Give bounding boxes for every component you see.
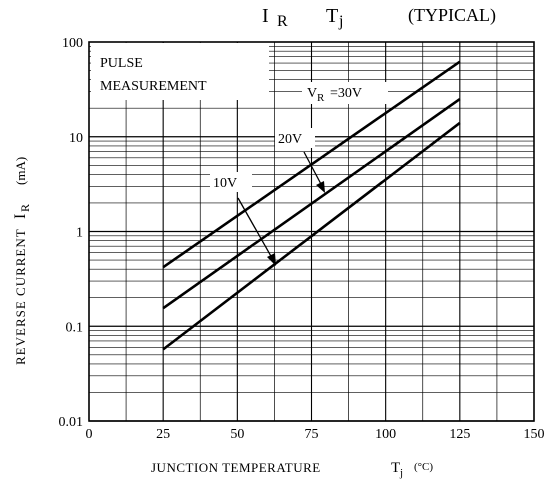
series-label-30v-value: =30V [330,86,362,101]
x-axis-label-text: JUNCTION TEMPERATURE [151,460,321,475]
annotation-line-1: PULSE [100,56,143,71]
annotation-box: PULSE MEASUREMENT [91,43,269,100]
series-label-20v-text: 20V [278,132,302,147]
x-tick-label: 125 [449,427,470,442]
y-axis-label-unit: (mA) [13,157,28,185]
series-line-0 [162,60,461,269]
arrow-10v-shaft [237,197,273,259]
x-tick-label: 75 [305,427,319,442]
series-layer [162,60,461,351]
x-tick-label: 100 [375,427,396,442]
series-label-10v: 10V [210,172,252,192]
y-axis-label-sub: R [18,204,32,212]
series-label-20v: 20V [275,128,315,148]
plot-frame [88,41,535,422]
x-tick-label: 25 [156,427,170,442]
series-label-30v-v: V [307,86,317,101]
series-label-30v: V R =30V [302,82,388,104]
arrow-20v [303,151,325,193]
title-typical: (TYPICAL) [408,5,496,26]
arrow-10v-head [267,253,276,266]
y-axis-label-text: REVERSE CURRENT [13,228,28,365]
x-axis-label: JUNCTION TEMPERATURE T j (°C) [151,460,433,479]
series-line-2 [162,121,461,351]
title-symbol: I [262,5,269,27]
x-axis-label-symbol: T [391,460,400,476]
y-axis-label: REVERSE CURRENT I R (mA) [12,157,32,365]
title-symbol-2-sub: j [338,13,343,30]
tick-labels: 0 25 50 75 100 125 150 0.01 0.1 1 10 100 [59,36,545,442]
series-label-10v-bg [210,172,252,192]
series-label-10v-text: 10V [213,176,237,191]
x-axis-label-sub: j [399,467,403,479]
arrow-20v-head [316,181,325,193]
arrow-10v [237,197,276,266]
x-tick-label: 50 [230,427,244,442]
y-tick-label: 0.1 [66,320,84,335]
annotation-line-2: MEASUREMENT [100,79,207,94]
title-symbol-2: T [326,5,338,27]
chart-title: I R T j (TYPICAL) [262,5,496,30]
x-tick-label: 0 [86,427,93,442]
y-tick-label: 10 [69,131,83,146]
y-axis-label-symbol: I [12,214,29,219]
series-label-30v-sub: R [317,92,325,104]
series-label-20v-bg [275,128,315,148]
series-line-1 [162,97,461,310]
title-symbol-sub: R [277,13,288,30]
x-axis-label-unit: (°C) [414,461,433,473]
x-tick-label: 150 [524,427,545,442]
arrow-20v-shaft [303,151,323,187]
y-tick-label: 1 [76,226,83,241]
series-label-30v-bg [302,82,388,104]
y-tick-label: 100 [62,36,83,51]
annotation-box-bg [91,43,269,100]
y-tick-label: 0.01 [59,415,84,430]
